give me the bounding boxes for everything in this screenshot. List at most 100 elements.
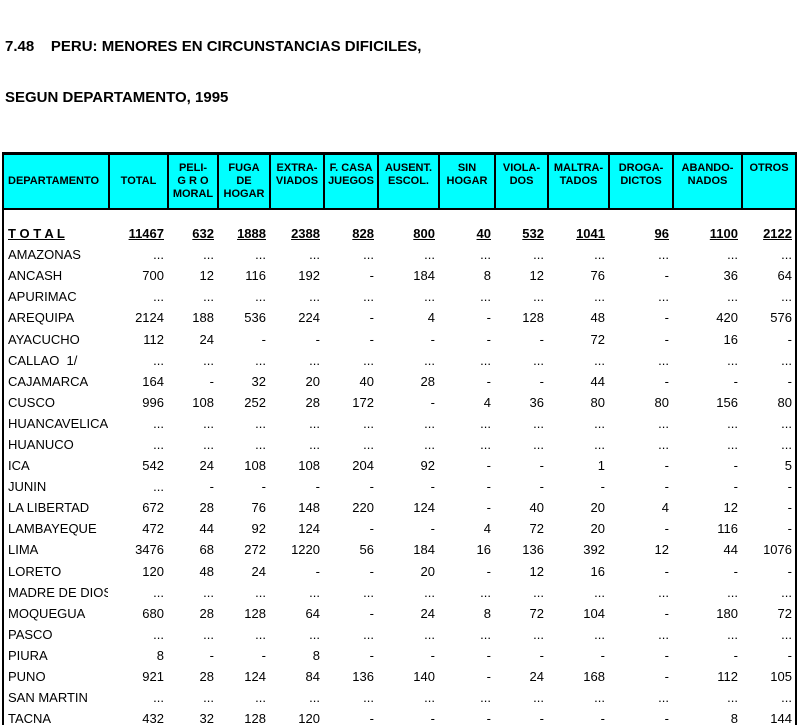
value-cell-sin-hogar: 8 [483,605,491,621]
value-cell-f-casa-juegos: ... [363,415,374,431]
value-cell-sin-hogar: 4 [483,521,491,537]
value-cell-drogadictos: - [664,563,669,579]
value-cell-drogadictos: - [664,605,669,621]
value-cell-abandonados: ... [727,436,738,452]
value-cell-violados: ... [533,690,544,706]
value-cell-abandonados: 1100 [709,226,738,242]
value-cell-abandonados: 44 [723,542,738,558]
value-cell-fuga-de-hogar: 128 [244,605,266,621]
department-cell: T O T A L [8,226,65,242]
table-row: TACNA 432 32 128 120 - - - - - - 8 144 [4,708,795,725]
table-row: MADRE DE DIOS...........................… [4,582,795,603]
table-row: AREQUIPA 2124 188 536 224 - 4 - 128 48 - 420 576 [4,307,795,328]
report-title-line-1: 7.48 PERU: MENORES EN CIRCUNSTANCIAS DIF… [5,38,422,55]
value-cell-abandonados: ... [727,626,738,642]
value-cell-peligro-moral: ... [203,690,214,706]
column-header-drogadictos: DROGA- DICTOS [608,155,672,208]
value-cell-peligro-moral: ... [203,626,214,642]
value-cell-violados: - [539,647,544,663]
value-cell-peligro-moral: 32 [199,711,214,725]
value-cell-otros: ... [781,415,792,431]
department-cell: AYACUCHO [8,331,80,347]
value-cell-sin-hogar: ... [480,436,491,452]
value-cell-abandonados: 156 [716,394,738,410]
value-cell-fuga-de-hogar: ... [255,352,266,368]
value-cell-violados: ... [533,352,544,368]
value-cell-otros: - [787,373,792,389]
value-cell-fuga-de-hogar: - [261,331,266,347]
table-row: PIURA 8 - - 8 - - - - - - - - [4,645,795,666]
value-cell-abandonados: 112 [717,669,738,685]
value-cell-drogadictos: - [664,268,669,284]
value-cell-violados: - [539,711,544,725]
value-cell-maltratados: 76 [590,268,605,284]
value-cell-violados: ... [533,415,544,431]
value-cell-abandonados: ... [727,690,738,706]
value-cell-ausent-escol: 184 [413,542,435,558]
value-cell-abandonados: - [733,479,738,495]
value-cell-sin-hogar: ... [480,415,491,431]
value-cell-fuga-de-hogar: 108 [244,458,266,474]
table-header-row: DEPARTAMENTO TOTAL PELI- G R O MORAL FUGA D… [2,152,797,210]
value-cell-otros: ... [781,352,792,368]
statistics-table: DEPARTAMENTO TOTAL PELI- G R O MORAL FUGA D… [2,152,797,725]
column-header-f-casa-juegos: F. CASA JUEGOS [323,155,377,208]
value-cell-extraviados: ... [309,584,320,600]
value-cell-abandonados: 12 [723,500,738,516]
value-cell-fuga-de-hogar: ... [255,690,266,706]
value-cell-drogadictos: - [664,479,669,495]
value-cell-sin-hogar: - [486,310,491,326]
value-cell-extraviados: ... [309,626,320,642]
value-cell-otros: 144 [770,711,792,725]
value-cell-violados: - [539,479,544,495]
value-cell-f-casa-juegos: 204 [352,458,374,474]
value-cell-total: 472 [142,521,164,537]
value-cell-otros: 576 [770,310,792,326]
value-cell-peligro-moral: 24 [199,458,214,474]
value-cell-ausent-escol: 92 [420,458,435,474]
value-cell-violados: ... [533,247,544,263]
value-cell-drogadictos: ... [658,690,669,706]
value-cell-f-casa-juegos: 172 [352,394,374,410]
value-cell-total: 672 [142,500,164,516]
value-cell-total: 8 [156,647,164,663]
value-cell-peligro-moral: - [209,479,214,495]
value-cell-total: 112 [143,331,164,347]
table-row: AMAZONAS................................… [4,244,795,265]
value-cell-otros: - [787,479,792,495]
table-row: PUNO 921 28 124 84 136 140 - 24 168 - 112 105 [4,666,795,687]
value-cell-ausent-escol: 800 [413,226,435,242]
value-cell-ausent-escol: 184 [413,268,435,284]
value-cell-drogadictos: 12 [654,542,669,558]
value-cell-violados: 40 [529,500,544,516]
value-cell-total: ... [153,352,164,368]
value-cell-f-casa-juegos: ... [363,247,374,263]
value-cell-sin-hogar: - [486,711,491,725]
value-cell-drogadictos: ... [658,247,669,263]
department-cell: JUNIN [8,479,47,495]
value-cell-fuga-de-hogar: 32 [251,373,266,389]
value-cell-total: ... [153,690,164,706]
value-cell-sin-hogar: ... [480,247,491,263]
department-cell: ICA [8,458,30,474]
value-cell-maltratados: 168 [583,669,605,685]
value-cell-peligro-moral: 24 [199,331,214,347]
value-cell-sin-hogar: ... [480,289,491,305]
value-cell-extraviados: ... [309,352,320,368]
table-row: CAJAMARCA 164 - 32 20 40 28 - - 44 - - - [4,371,795,392]
value-cell-extraviados: ... [309,247,320,263]
value-cell-maltratados: 44 [590,373,605,389]
column-header-peligro-moral: PELI- G R O MORAL [167,155,217,208]
value-cell-otros: 72 [777,605,792,621]
value-cell-fuga-de-hogar: 124 [244,669,266,685]
value-cell-ausent-escol: 24 [420,605,435,621]
value-cell-maltratados: 20 [590,500,605,516]
value-cell-extraviados: 148 [298,500,320,516]
value-cell-otros: - [787,331,792,347]
value-cell-violados: - [539,331,544,347]
value-cell-fuga-de-hogar: 272 [244,542,266,558]
value-cell-fuga-de-hogar: ... [255,436,266,452]
value-cell-maltratados: ... [594,584,605,600]
table-row: HUANCAVELICA............................… [4,413,795,434]
value-cell-total: ... [153,626,164,642]
